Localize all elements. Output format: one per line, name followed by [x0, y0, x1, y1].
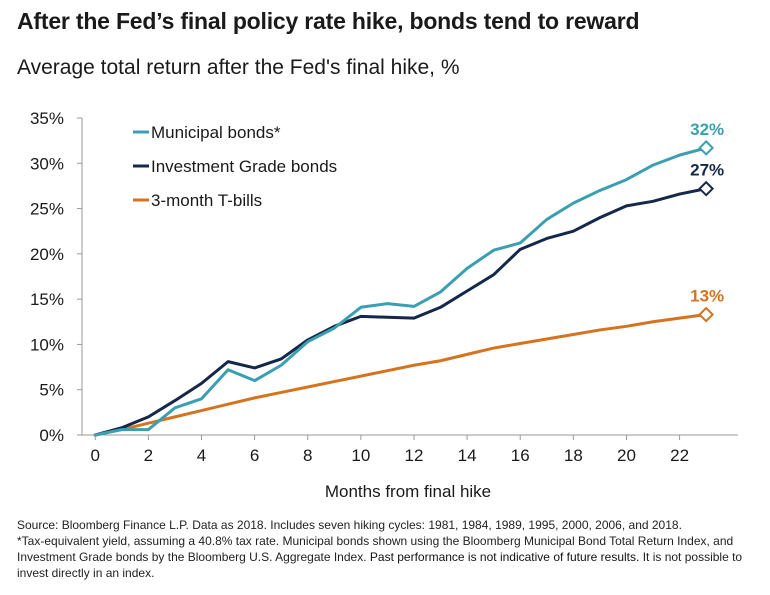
source-footnote: Source: Bloomberg Finance L.P. Data as 2… — [17, 517, 762, 581]
y-tick-label: 5% — [39, 381, 64, 400]
y-tick-label: 25% — [30, 200, 64, 219]
x-tick-label: 16 — [511, 446, 530, 465]
x-tick-label: 14 — [458, 446, 477, 465]
x-tick-label: 18 — [564, 446, 583, 465]
x-tick-label: 0 — [91, 446, 100, 465]
end-value-label: 32% — [690, 120, 724, 139]
end-marker — [698, 180, 715, 197]
series-line — [93, 187, 708, 437]
footnote-tail: It is not possible to invest directly in… — [17, 550, 743, 580]
x-tick-label: 20 — [617, 446, 636, 465]
end-marker — [698, 306, 715, 323]
series-line — [93, 313, 708, 437]
footnote-text: *Tax-equivalent yield, assuming a 40.8% … — [17, 533, 762, 581]
legend-label: Municipal bonds* — [151, 123, 281, 142]
legend-label: Investment Grade bonds — [151, 157, 337, 176]
x-tick-label: 12 — [405, 446, 424, 465]
x-tick-label: 6 — [250, 446, 259, 465]
y-tick-label: 15% — [30, 290, 64, 309]
x-tick-label: 4 — [197, 446, 206, 465]
footnote-emphasis: Past performance is not indicative of fu… — [369, 550, 640, 564]
y-tick-label: 35% — [30, 109, 64, 128]
footnote-main: *Tax-equivalent yield, assuming a 40.8% … — [17, 534, 734, 564]
chart-subtitle: Average total return after the Fed's fin… — [17, 56, 460, 79]
legend-label: 3-month T-bills — [151, 191, 262, 210]
axes: 0% 5% 10% 15% 20% 25% 30% 35% 0 2 4 6 8 10 12 14 16 18 20 2… — [30, 109, 738, 465]
y-tick-label: 0% — [39, 426, 64, 445]
chart-title: After the Fed’s final policy rate hike, … — [17, 8, 640, 34]
x-tick-label: 8 — [303, 446, 312, 465]
line-chart: 0% 5% 10% 15% 20% 25% 30% 35% 0 2 4 6 8 10 12 14 16 18 20 2… — [30, 109, 738, 501]
y-tick-label: 10% — [30, 335, 64, 354]
y-tick-label: 20% — [30, 245, 64, 264]
end-value-label: 27% — [690, 161, 724, 180]
x-tick-label: 22 — [670, 446, 689, 465]
source-line: Source: Bloomberg Finance L.P. Data as 2… — [17, 518, 682, 532]
y-tick-label: 30% — [30, 154, 64, 173]
x-axis-label: Months from final hike — [325, 482, 491, 501]
series-layer: 13% 27% 32% — [93, 120, 724, 437]
series-line — [93, 146, 708, 437]
x-tick-label: 10 — [351, 446, 370, 465]
end-value-label: 13% — [690, 287, 724, 306]
legend: Municipal bonds* Investment Grade bonds 3-… — [133, 123, 337, 210]
end-marker — [698, 139, 715, 156]
x-tick-label: 2 — [144, 446, 153, 465]
